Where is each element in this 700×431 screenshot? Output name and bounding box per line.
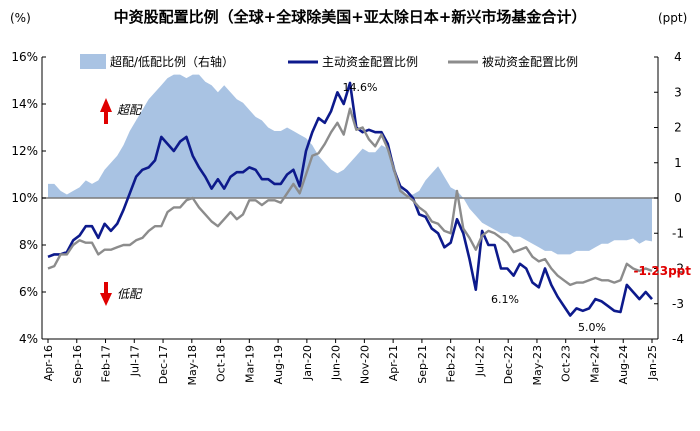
x-tick-label: Aug-24 xyxy=(617,345,630,384)
x-tick-label: Dec-22 xyxy=(502,345,515,384)
x-tick-label: Feb-22 xyxy=(445,345,458,382)
x-tick-label: Jan-20 xyxy=(301,345,314,381)
legend-label-passive: 被动资金配置比例 xyxy=(482,54,578,69)
x-tick-label: Jun-20 xyxy=(330,345,343,381)
x-tick-label: Apr-16 xyxy=(42,345,55,381)
right-tick-label: 0 xyxy=(674,191,682,205)
right-tick-label: 2 xyxy=(674,121,682,135)
right-tick-label: 1 xyxy=(674,156,682,170)
x-tick-label: May-23 xyxy=(531,345,544,386)
low-annotation-2022: 6.1% xyxy=(491,293,519,306)
arrow-up-icon xyxy=(100,98,112,124)
x-tick-label: Mar-24 xyxy=(588,345,601,383)
left-tick-label: 4% xyxy=(19,332,38,346)
x-tick-label: Jul-17 xyxy=(128,345,141,377)
right-tick-label: 3 xyxy=(674,85,682,99)
legend-swatch-area xyxy=(80,54,106,69)
left-tick-label: 14% xyxy=(11,97,38,111)
x-tick-label: Feb-17 xyxy=(100,345,113,382)
legend-label-area: 超配/低配比例（右轴） xyxy=(110,54,234,69)
line-layer xyxy=(47,81,653,317)
left-tick-label: 16% xyxy=(11,50,38,64)
peak-annotation: 14.6% xyxy=(343,81,378,94)
right-tick-label: -4 xyxy=(672,332,684,346)
x-tick-label: Dec-17 xyxy=(157,345,170,384)
legend: 超配/低配比例（右轴） 主动资金配置比例 被动资金配置比例 xyxy=(80,54,578,69)
x-tick-label: Oct-23 xyxy=(560,345,573,382)
left-axis-unit: (%) xyxy=(10,11,31,25)
area-series-over-under xyxy=(48,74,652,255)
legend-label-active: 主动资金配置比例 xyxy=(322,54,418,69)
x-tick-label: Jan-25 xyxy=(646,345,659,381)
left-tick-label: 10% xyxy=(11,191,38,205)
x-tick-label: Mar-19 xyxy=(243,345,256,383)
underweight-label: 低配 xyxy=(117,287,143,301)
x-tick-label: Oct-18 xyxy=(215,345,228,382)
latest-annotation: -1.23ppt xyxy=(633,264,691,278)
right-tick-label: -2 xyxy=(672,262,684,276)
left-tick-label: 6% xyxy=(19,285,38,299)
x-tick-label: Sep-21 xyxy=(416,345,429,384)
left-tick-label: 12% xyxy=(11,144,38,158)
arrow-down-icon xyxy=(100,282,112,306)
area-layer xyxy=(48,74,652,255)
low-annotation-2024: 5.0% xyxy=(578,321,606,334)
line-series-passive xyxy=(47,107,653,287)
x-tick-label: Nov-20 xyxy=(358,345,371,384)
x-tick-label: May-18 xyxy=(186,345,199,386)
right-tick-label: -1 xyxy=(672,226,684,240)
x-tick-label: Aug-19 xyxy=(272,345,285,384)
x-tick-label: Jul-22 xyxy=(473,345,486,377)
x-tick-label: Sep-16 xyxy=(71,345,84,384)
left-tick-label: 8% xyxy=(19,238,38,252)
right-tick-label: 4 xyxy=(674,50,682,64)
axis-layer: 4% 6% 8% 10% 12% 14% 16% -4 -3 -2 -1 0 1 2 3 4 Apr-16 Sep… xyxy=(11,50,684,386)
overweight-label: 超配 xyxy=(117,103,143,117)
right-tick-label: -3 xyxy=(672,297,684,311)
line-series-active xyxy=(47,81,653,317)
chart-title: 中资股配置比例（全球+全球除美国+亚太除日本+新兴市场基金合计） xyxy=(114,8,587,26)
x-tick-label: Apr-21 xyxy=(387,345,400,381)
right-axis-unit: (ppt) xyxy=(658,11,687,25)
